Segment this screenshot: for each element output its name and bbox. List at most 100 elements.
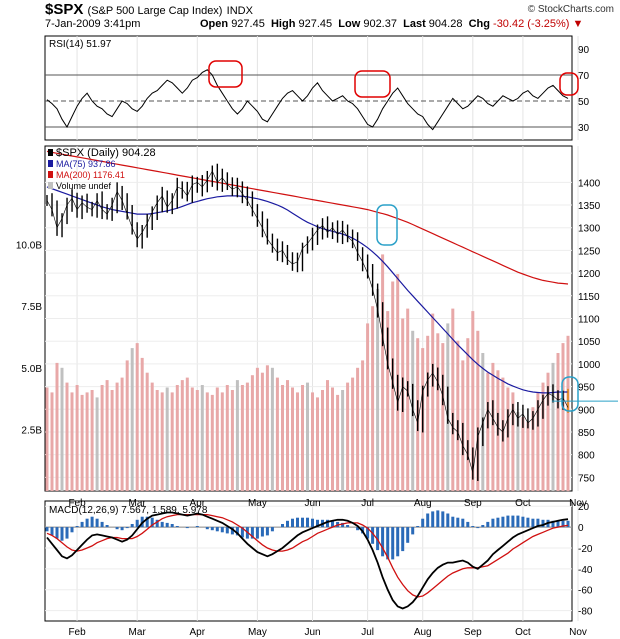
macd-histogram-bar [250, 527, 254, 539]
macd-histogram-bar [461, 518, 465, 527]
macd-month-label: May [248, 627, 267, 638]
volume-bar [381, 254, 385, 491]
macd-histogram-bar [80, 521, 84, 528]
macd-histogram-bar [215, 527, 219, 532]
volume-bar [110, 390, 114, 491]
macd-histogram-bar [90, 516, 94, 528]
macd-histogram-bar [326, 519, 329, 528]
macd-title: MACD(12,26,9) 7.567, 1.589, 5.978 [49, 505, 208, 516]
volume-bar [225, 385, 229, 491]
price-month-label: May [248, 498, 267, 509]
volume-bar [311, 392, 314, 491]
legend-swatch [48, 182, 53, 189]
macd-histogram-bar [235, 527, 239, 536]
volume-bar [551, 362, 555, 491]
volume-bar [561, 343, 565, 491]
price-y-tick: 800 [578, 451, 595, 462]
volume-bar [331, 387, 334, 491]
volume-bar [541, 382, 545, 491]
macd-histogram-bar [95, 518, 99, 527]
macd-histogram-bar [441, 511, 445, 528]
macd-histogram-bar [501, 516, 505, 528]
price-month-label: Apr [190, 498, 206, 509]
legend-swatch [48, 149, 53, 156]
macd-histogram-bar [486, 521, 490, 528]
macd-histogram-bar [120, 527, 124, 531]
price-y-tick: 1000 [578, 360, 601, 371]
ma75-line [46, 186, 568, 394]
price-y-tick: 750 [578, 473, 595, 484]
volume-bar [80, 394, 84, 491]
volume-bar [140, 357, 144, 491]
annotation-ring [561, 376, 579, 412]
macd-histogram-bar [426, 513, 430, 528]
macd-histogram-bar [496, 517, 500, 528]
volume-bar [556, 353, 560, 491]
volume-bar [281, 385, 284, 491]
macd-histogram-bar [270, 527, 274, 532]
rsi-title: RSI(14) 51.97 [49, 39, 112, 50]
macd-histogram-bar [45, 527, 49, 532]
price-month-label: Jul [361, 498, 374, 509]
macd-histogram-bar [281, 524, 284, 528]
price-y-tick: 950 [578, 383, 595, 394]
symbol: $SPX [45, 1, 84, 18]
macd-y-tick: 20 [578, 502, 590, 513]
volume-bar [195, 390, 199, 491]
volume-bar [526, 422, 530, 491]
macd-month-label: Apr [190, 627, 206, 638]
macd-month-label: Feb [68, 627, 86, 638]
macd-histogram-bar [175, 526, 179, 527]
volume-bar [170, 392, 174, 491]
macd-histogram-bar [541, 519, 545, 528]
volume-bar [250, 375, 254, 491]
volume-bar [441, 343, 445, 491]
macd-histogram-bar [536, 518, 540, 527]
volume-bar [451, 308, 455, 491]
chart-header: $SPX (S&P 500 Large Cap Index) INDX 7-Ja… [0, 0, 620, 34]
volume-bar [115, 382, 119, 491]
macd-histogram-bar [135, 519, 139, 528]
volume-bar [55, 362, 59, 491]
volume-bar [506, 387, 510, 491]
macd-line [46, 511, 569, 610]
macd-y-tick: -20 [578, 544, 593, 555]
annotation-ring [354, 70, 391, 98]
volume-bar [351, 377, 355, 491]
volume-bar [326, 380, 329, 491]
legend-entry: MA(75) 937.86 [56, 159, 116, 169]
volume-bar [175, 385, 179, 491]
volume-bar [275, 377, 279, 491]
symbol-title: $SPX (S&P 500 Large Cap Index) INDX [45, 1, 253, 18]
macd-histogram-bar [476, 527, 480, 529]
volume-y-tick: 10.0B [16, 241, 42, 252]
macd-histogram-bar [331, 520, 334, 528]
macd-histogram-bar [225, 527, 229, 534]
volume-bar [155, 390, 159, 491]
volume-bar [245, 382, 249, 491]
legend-entry: MA(200) 1176.41 [56, 170, 125, 180]
price-y-tick: 850 [578, 428, 595, 439]
price-y-tick: 1150 [578, 292, 600, 303]
volume-bar [65, 382, 69, 491]
macd-month-label: Mar [129, 627, 147, 638]
volume-bar [386, 311, 390, 491]
volume-bar [145, 372, 149, 491]
macd-histogram-bar [130, 524, 134, 528]
exchange: INDX [226, 5, 253, 17]
volume-bar [286, 380, 289, 491]
macd-histogram-bar [381, 527, 385, 557]
macd-histogram-bar [260, 527, 264, 537]
annotation-ring [208, 60, 243, 88]
price-month-label: Oct [515, 498, 531, 509]
volume-bar [516, 412, 520, 491]
macd-histogram-bar [160, 521, 164, 528]
price-month-label: Mar [129, 498, 147, 509]
rsi-line [46, 69, 569, 131]
macd-histogram-bar [421, 518, 425, 527]
macd-histogram-bar [491, 518, 495, 527]
macd-histogram-bar [511, 515, 515, 528]
macd-histogram-bar [155, 519, 159, 528]
macd-histogram-bar [65, 527, 69, 539]
legend-swatch [48, 171, 53, 178]
